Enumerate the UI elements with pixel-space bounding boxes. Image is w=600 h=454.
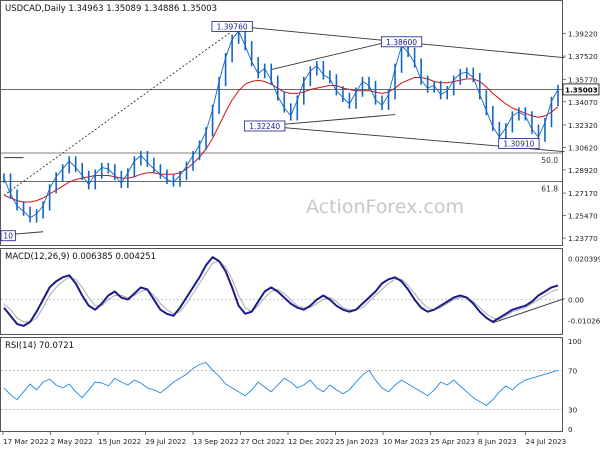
price-tick-label: 1.27170 [568,189,598,198]
rsi-panel-title: RSI(14) 70.0721 [5,341,74,351]
price-annotation-label: 1.30910 [503,140,534,149]
price-annotation-label: 10 [3,232,13,241]
price-tick-label: 1.32320 [568,121,598,130]
dashed-trendline [3,26,239,196]
date-tick-label: 8 Jun 2023 [478,437,517,446]
price-annotation-box [211,21,253,32]
price-panel-title: USDCAD,Daily 1.34963 1.35089 1.34886 1.3… [5,4,217,14]
price-annotation-box [0,230,16,242]
price-tick-label: 1.35770 [568,75,598,84]
date-tick-label: 17 Mar 2022 [3,437,49,446]
macd-line [3,256,559,327]
price-tick-label: 1.23770 [568,234,598,243]
price-tick-label: 1.37520 [568,52,598,61]
fib-level-label: 61.8 [541,184,558,193]
price-layer: 50.0 61.8 1.39760 1.38600 1.32240 1.30910 10 [0,21,565,242]
rsi-tick-label: 30 [568,405,578,414]
rsi-tick-label: 100 [568,337,582,346]
price-annotation-box [498,138,540,149]
macd-trendline [492,298,565,324]
price-annotation-box [244,120,286,132]
date-tick-label: 10 Mar 2023 [383,437,429,446]
macd-panel-title: MACD(12,26,9) 0.006385 0.004251 [5,252,156,262]
trendline [264,114,396,127]
price-tick-label: 1.28920 [568,166,598,175]
date-tick-label: 13 Sep 2022 [193,437,239,446]
watermark: ActionForex.com [306,196,464,218]
date-tick-label: 25 Apr 2023 [431,437,475,446]
price-annotation-label: 1.32240 [249,122,280,131]
price-tick-label: 1.30620 [568,143,598,152]
macd-tick-label: 0.020399 [568,254,600,263]
macd-tick-label: -0.01026 [568,316,600,325]
fib-level-label: 50.0 [541,156,558,165]
price-line [3,30,559,219]
rsi-tick-label: 70 [568,366,578,375]
trendline [10,231,44,235]
price-tick-label: 1.39220 [568,30,598,39]
price-tick-label: 1.34070 [568,98,598,107]
price-tick-label: 1.25470 [568,212,598,221]
date-tick-label: 24 Jul 2023 [526,437,567,446]
current-price-tag [562,83,600,96]
macd-layer [1,256,565,327]
price-annotation-label: 1.39760 [217,22,248,31]
rsi-panel-frame [0,337,563,432]
rsi-layer [1,362,562,410]
macd-tick-label: 0.00 [568,296,584,305]
date-tick-label: 27 Oct 2022 [241,437,285,446]
moving-average-line [3,77,559,203]
date-tick-label: 2 May 2022 [51,437,93,446]
current-price-label: 1.35003 [565,85,598,94]
price-annotation-box [380,36,423,48]
date-tick-label: 25 Jan 2023 [336,437,379,446]
rsi-tick-label: 0 [568,425,573,434]
date-tick-label: 12 Dec 2022 [288,437,334,446]
date-tick-label: 15 Jun 2022 [98,437,141,446]
rsi-line [3,362,559,406]
price-annotation-label: 1.38600 [386,38,417,47]
date-tick-label: 29 Jul 2022 [146,437,187,446]
axis-layer: 1.39220 1.37520 1.35770 1.34070 1.32320 1.306… [2,30,600,446]
